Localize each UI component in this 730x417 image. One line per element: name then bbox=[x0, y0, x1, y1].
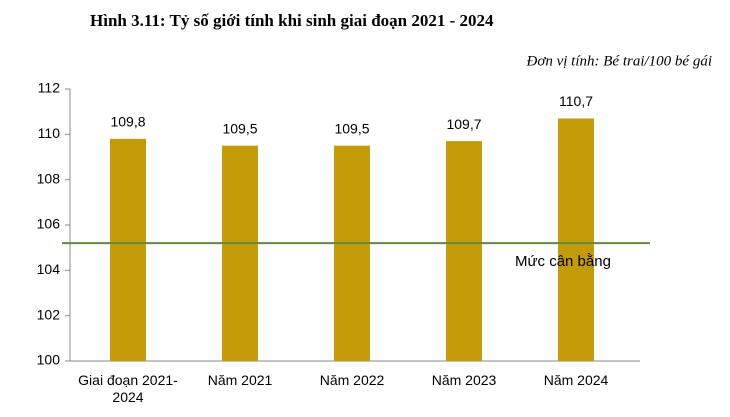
x-tick-label: Năm 2021 bbox=[207, 372, 273, 388]
y-tick-label: 100 bbox=[37, 352, 61, 368]
bar bbox=[222, 145, 258, 361]
value-label: 109,7 bbox=[446, 116, 481, 132]
y-tick-label: 106 bbox=[37, 216, 61, 232]
reference-label: Mức cân bằng bbox=[515, 253, 611, 270]
x-tick-label: Năm 2024 bbox=[543, 372, 609, 388]
value-label: 109,8 bbox=[110, 114, 145, 130]
bar bbox=[334, 145, 370, 361]
x-tick-label: Năm 2022 bbox=[319, 372, 385, 388]
y-tick-label: 112 bbox=[38, 80, 61, 96]
y-tick-label: 102 bbox=[37, 306, 61, 322]
bar bbox=[110, 138, 146, 361]
y-tick-label: 108 bbox=[37, 170, 61, 186]
chart-title: Hình 3.11: Tỷ số giới tính khi sinh giai… bbox=[90, 11, 494, 30]
bar bbox=[558, 118, 594, 361]
bar bbox=[446, 141, 482, 361]
value-label: 109,5 bbox=[222, 120, 257, 136]
x-tick-label: Giai đoạn 2021-2024 bbox=[78, 372, 178, 405]
chart-subtitle: Đơn vị tính: Bé trai/100 bé gái bbox=[526, 53, 712, 69]
y-tick-label: 104 bbox=[37, 261, 61, 277]
value-label: 109,5 bbox=[334, 120, 369, 136]
x-tick-label: Năm 2023 bbox=[431, 372, 497, 388]
value-label: 110,7 bbox=[559, 93, 593, 109]
y-tick-label: 110 bbox=[38, 125, 61, 141]
